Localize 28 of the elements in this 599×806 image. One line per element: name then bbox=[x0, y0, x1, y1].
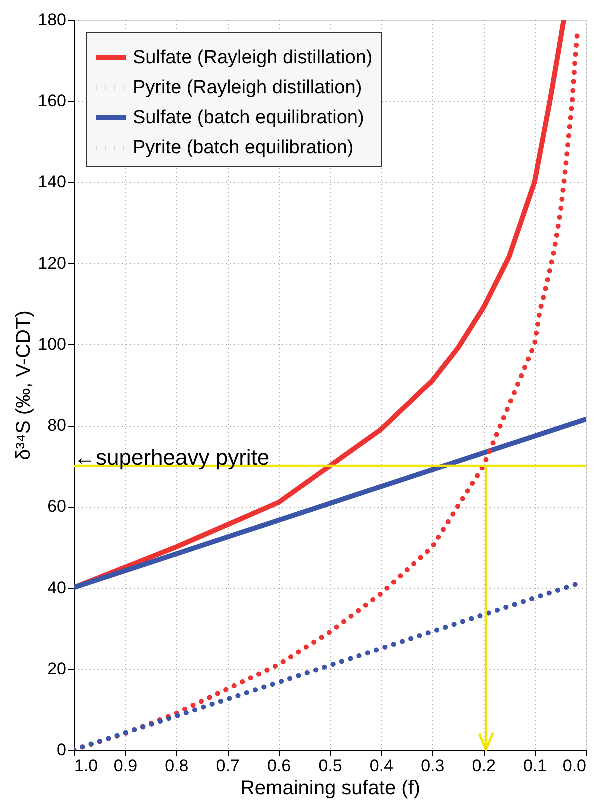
y-tick-label: 180 bbox=[38, 10, 66, 30]
y-tick-label: 120 bbox=[38, 254, 66, 273]
x-tick-label: 0.4 bbox=[370, 756, 394, 776]
legend-label: Pyrite (Rayleigh distillation) bbox=[133, 78, 362, 98]
x-tick-label: 0.9 bbox=[114, 756, 138, 776]
y-tick-label: 20 bbox=[48, 659, 66, 678]
x-tick-label: 0.1 bbox=[523, 756, 548, 776]
y-tick-label: 80 bbox=[48, 416, 66, 436]
x-tick-label: 0.7 bbox=[216, 756, 240, 776]
x-tick-label: 0.6 bbox=[267, 756, 292, 776]
legend-label: Sulfate (batch equilibration) bbox=[133, 108, 364, 128]
y-tick-label: 140 bbox=[38, 172, 66, 192]
y-tick-label: 60 bbox=[48, 497, 66, 516]
y-tick-label: 40 bbox=[48, 578, 66, 598]
annotation: ←superheavy pyrite bbox=[74, 445, 270, 470]
y-axis-title: δ³⁴S (‰, V-CDT) bbox=[13, 310, 36, 460]
y-tick-label: 100 bbox=[38, 334, 66, 354]
legend-label: Pyrite (batch equilibration) bbox=[133, 138, 354, 158]
x-tick-label: 0.0 bbox=[562, 756, 586, 776]
y-tick-label: 0 bbox=[57, 740, 66, 760]
x-tick-label: 1.0 bbox=[74, 756, 98, 776]
x-axis-title: Remaining sufate (f) bbox=[240, 778, 421, 800]
legend-label: Sulfate (Rayleigh distillation) bbox=[133, 48, 373, 68]
x-tick-label: 0.5 bbox=[318, 756, 342, 776]
x-tick-label: 0.3 bbox=[421, 756, 445, 776]
x-tick-label: 0.8 bbox=[165, 756, 189, 776]
y-tick-label: 160 bbox=[38, 92, 66, 111]
x-tick-label: 0.2 bbox=[472, 756, 496, 776]
